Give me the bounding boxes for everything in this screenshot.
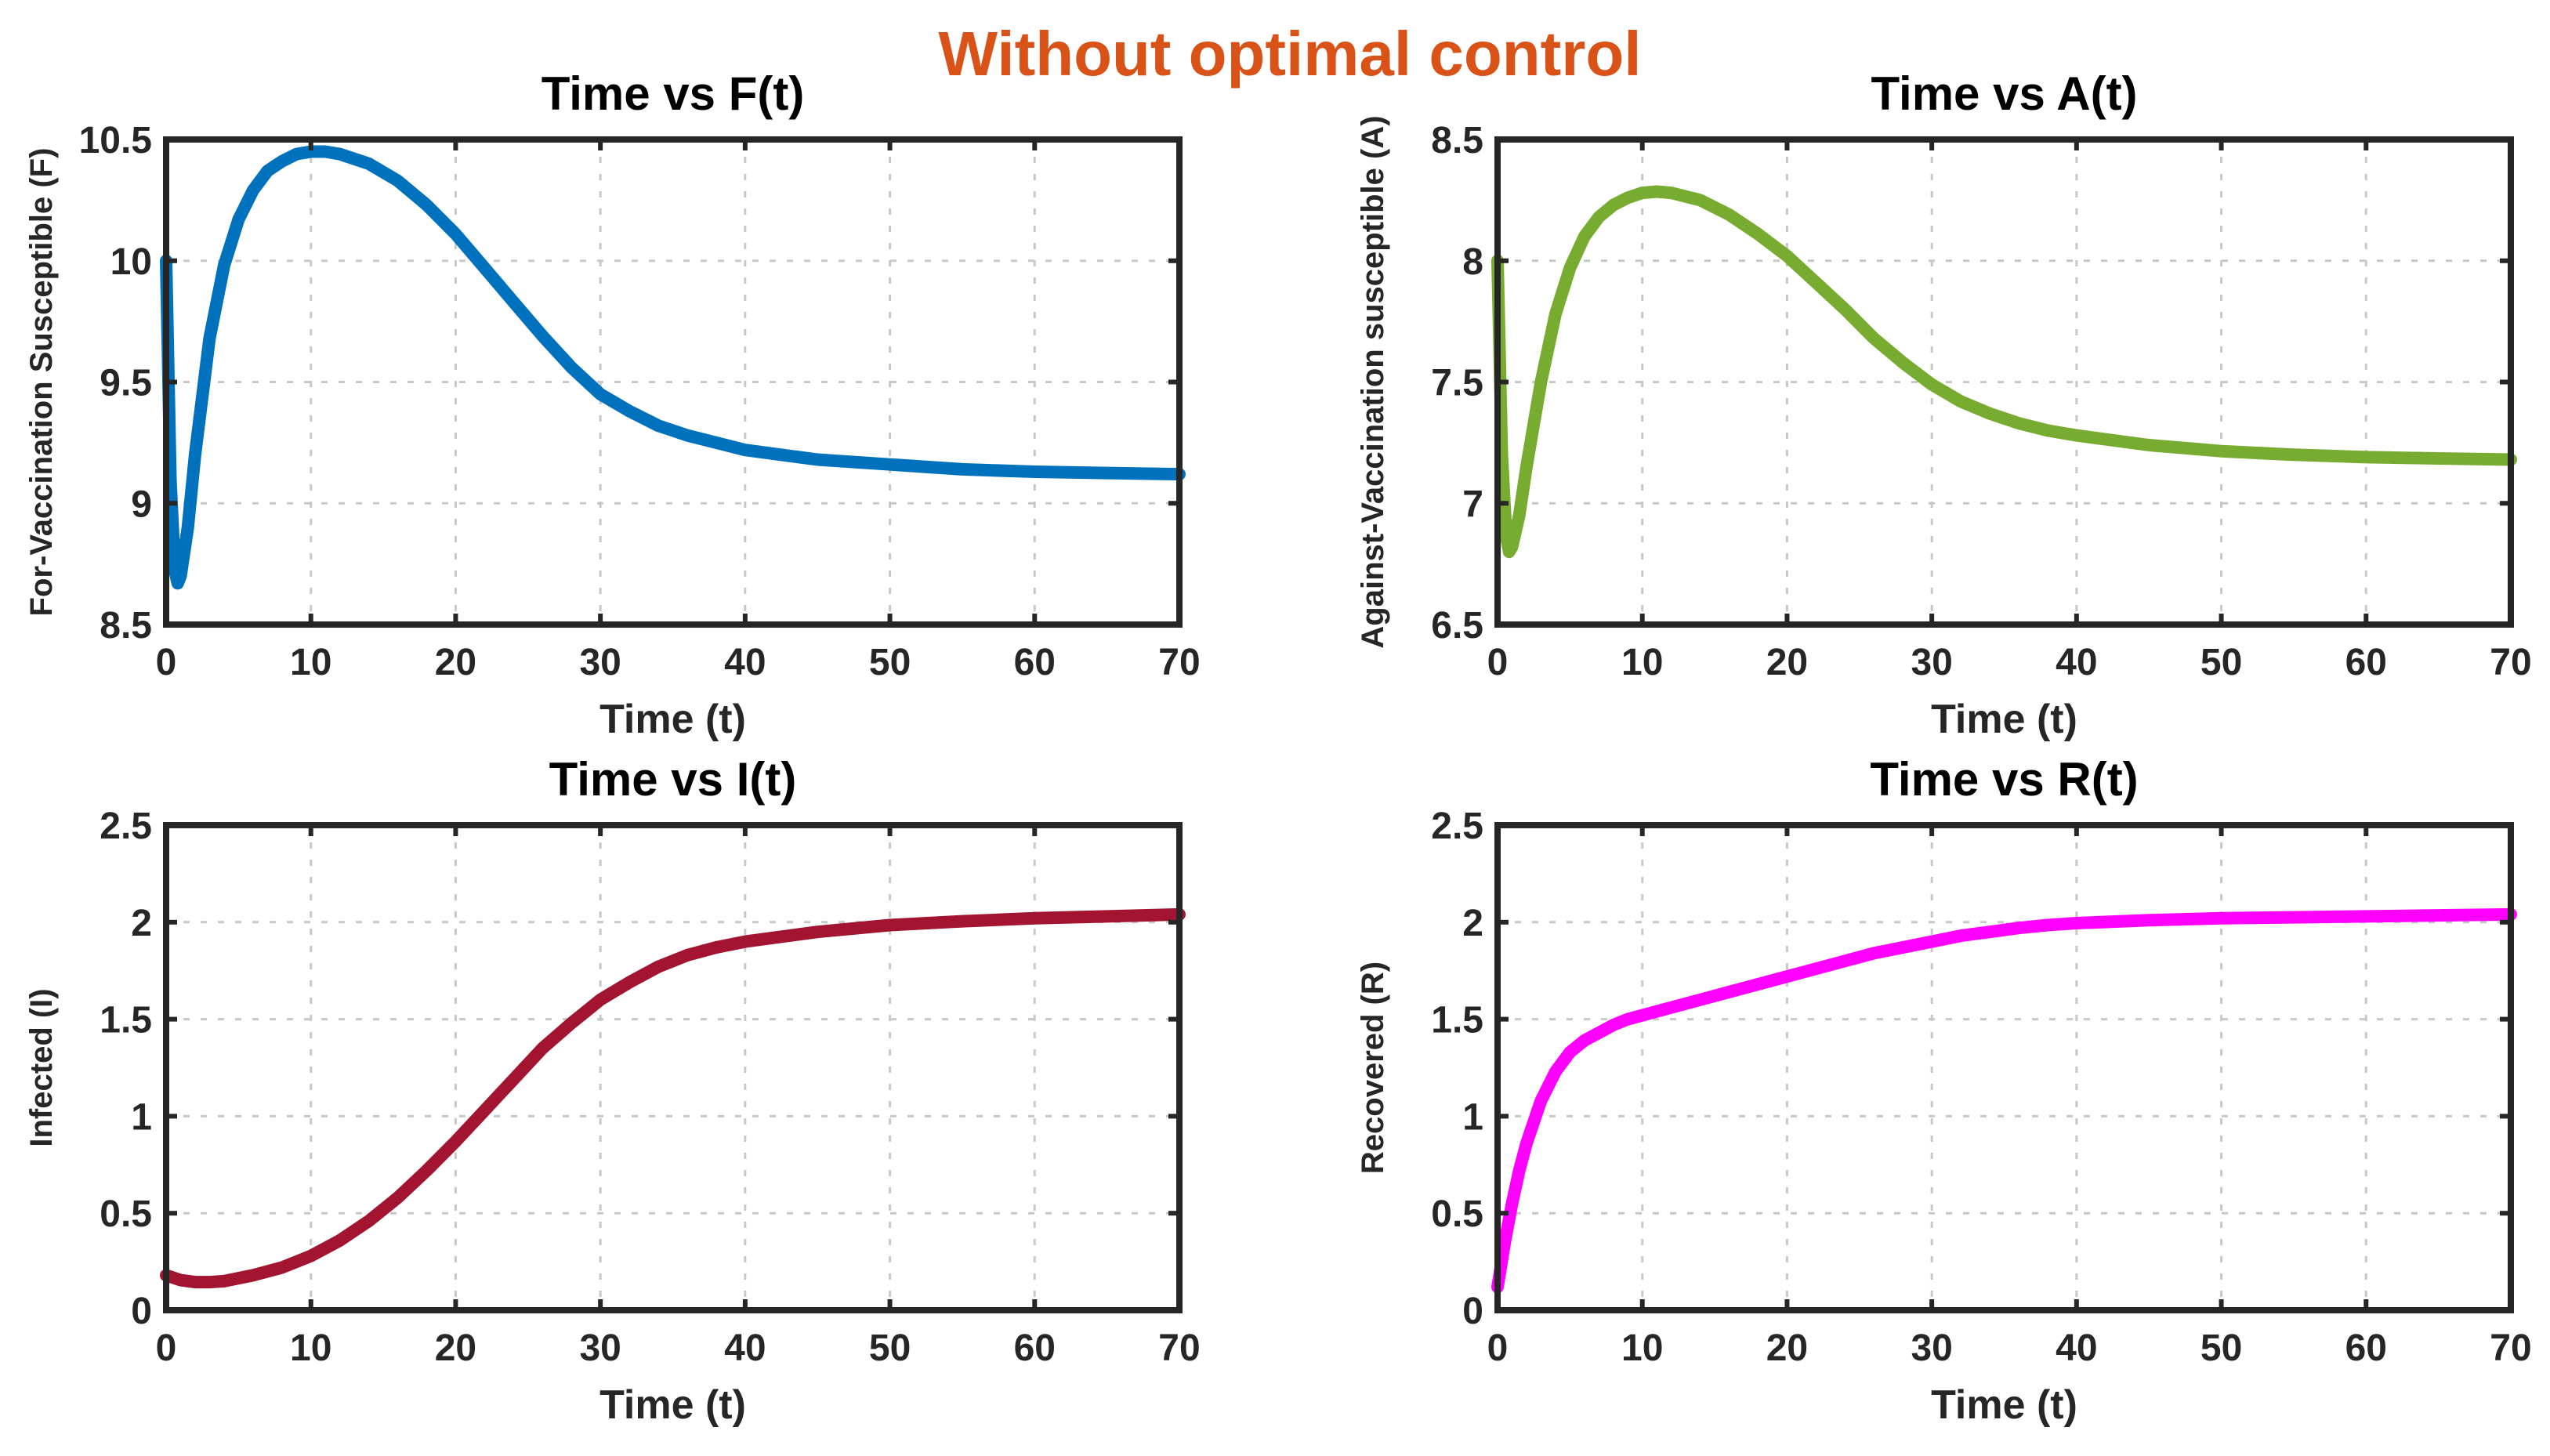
axes-box (1494, 822, 2514, 1313)
x-tick-label: 30 (1911, 1327, 1952, 1369)
subplot-title: Time vs F(t) (542, 67, 805, 120)
x-tick-label: 0 (1487, 642, 1509, 683)
y-tick-label: 8.5 (1431, 120, 1483, 161)
series-line-R (1491, 907, 2517, 1294)
y-tick-label: 6.5 (1431, 605, 1483, 647)
y-tick-label: 7 (1462, 484, 1483, 525)
x-tick-label: 60 (1014, 642, 1056, 683)
x-axis-label: Time (t) (1931, 697, 2077, 742)
y-tick-label: 2 (131, 903, 152, 944)
y-tick-label: 0.5 (100, 1193, 152, 1235)
x-tick-label: 10 (1621, 1327, 1663, 1369)
x-tick-label: 60 (2345, 642, 2387, 683)
y-tick-label: 1 (1462, 1096, 1483, 1138)
x-tick-label: 20 (1766, 1327, 1808, 1369)
series-line-F (160, 145, 1186, 590)
y-axis-label: Recovered (R) (1356, 962, 1390, 1174)
y-tick-label: 8.5 (100, 605, 152, 647)
figure-suptitle: Without optimal control (939, 19, 1642, 89)
x-tick-label: 20 (435, 642, 476, 683)
y-tick-label: 9 (131, 484, 152, 525)
subplot-a: 0 10 20 30 40 50 60 70 6.5 7 7.5 8 8.5 Time vs A(t) Ti… (1356, 67, 2532, 742)
y-tick-label: 7.5 (1431, 363, 1483, 404)
x-tick-label: 0 (1487, 1327, 1509, 1369)
x-tick-label: 30 (1911, 642, 1952, 683)
subplot-f: 0 10 20 30 40 50 60 70 8.5 9 9.5 10 10.5 Time vs F(t)… (24, 67, 1201, 742)
x-tick-label: 70 (2490, 642, 2531, 683)
x-tick-label: 50 (2200, 642, 2242, 683)
x-tick-label: 40 (724, 642, 766, 683)
y-tick-label: 1.5 (1431, 1000, 1483, 1041)
x-tick-label: 0 (156, 642, 177, 683)
subplot-i: 0 10 20 30 40 50 60 70 0 0.5 1 1.5 2 2.5 Time vs I(t) T… (24, 753, 1201, 1428)
subplot-title: Time vs R(t) (1870, 753, 2138, 806)
axes-box (163, 822, 1183, 1313)
series-line-A (1491, 185, 2517, 559)
x-tick-label: 70 (1158, 642, 1200, 683)
x-tick-label: 70 (2490, 1327, 2531, 1369)
y-axis-label: For-Vaccination Susceptible (F) (24, 148, 59, 617)
y-tick-label: 0 (131, 1291, 152, 1332)
y-tick-label: 1 (131, 1096, 152, 1138)
y-tick-label: 2.5 (1431, 806, 1483, 847)
y-tick-label: 1.5 (100, 1000, 152, 1041)
y-tick-label: 8 (1462, 241, 1483, 283)
y-tick-label: 0 (1462, 1291, 1483, 1332)
x-tick-label: 10 (1621, 642, 1663, 683)
axes-box (1494, 136, 2514, 628)
axes-box (163, 136, 1183, 628)
x-axis-label: Time (t) (599, 697, 746, 742)
y-tick-label: 9.5 (100, 363, 152, 404)
x-axis-label: Time (t) (1931, 1382, 2077, 1428)
x-tick-label: 40 (2056, 642, 2097, 683)
x-tick-label: 50 (2200, 1327, 2242, 1369)
y-tick-label: 0.5 (1431, 1193, 1483, 1235)
series-line-I (160, 907, 1186, 1289)
subplot-title: Time vs A(t) (1871, 67, 2137, 120)
y-tick-label: 10 (110, 241, 152, 283)
x-tick-label: 30 (579, 642, 621, 683)
x-tick-label: 30 (579, 1327, 621, 1369)
x-tick-label: 60 (2345, 1327, 2387, 1369)
y-tick-label: 2 (1462, 903, 1483, 944)
x-tick-label: 50 (869, 642, 911, 683)
x-tick-label: 50 (869, 1327, 911, 1369)
y-tick-label: 2.5 (100, 806, 152, 847)
x-tick-label: 70 (1158, 1327, 1200, 1369)
subplot-r: 0 10 20 30 40 50 60 70 0 0.5 1 1.5 2 2.5 Time vs R(t) T… (1356, 753, 2532, 1428)
x-tick-label: 10 (290, 642, 331, 683)
x-tick-label: 20 (435, 1327, 476, 1369)
y-axis-label: Infected (I) (24, 988, 59, 1146)
y-axis-label: Against-Vaccination susceptible (A) (1356, 115, 1390, 648)
x-tick-label: 0 (156, 1327, 177, 1369)
x-tick-label: 20 (1766, 642, 1808, 683)
x-tick-label: 10 (290, 1327, 331, 1369)
y-tick-label: 10.5 (79, 120, 152, 161)
x-axis-label: Time (t) (599, 1382, 746, 1428)
x-tick-label: 40 (2056, 1327, 2097, 1369)
x-tick-label: 60 (1014, 1327, 1056, 1369)
subplot-title: Time vs I(t) (549, 753, 797, 806)
x-tick-label: 40 (724, 1327, 766, 1369)
